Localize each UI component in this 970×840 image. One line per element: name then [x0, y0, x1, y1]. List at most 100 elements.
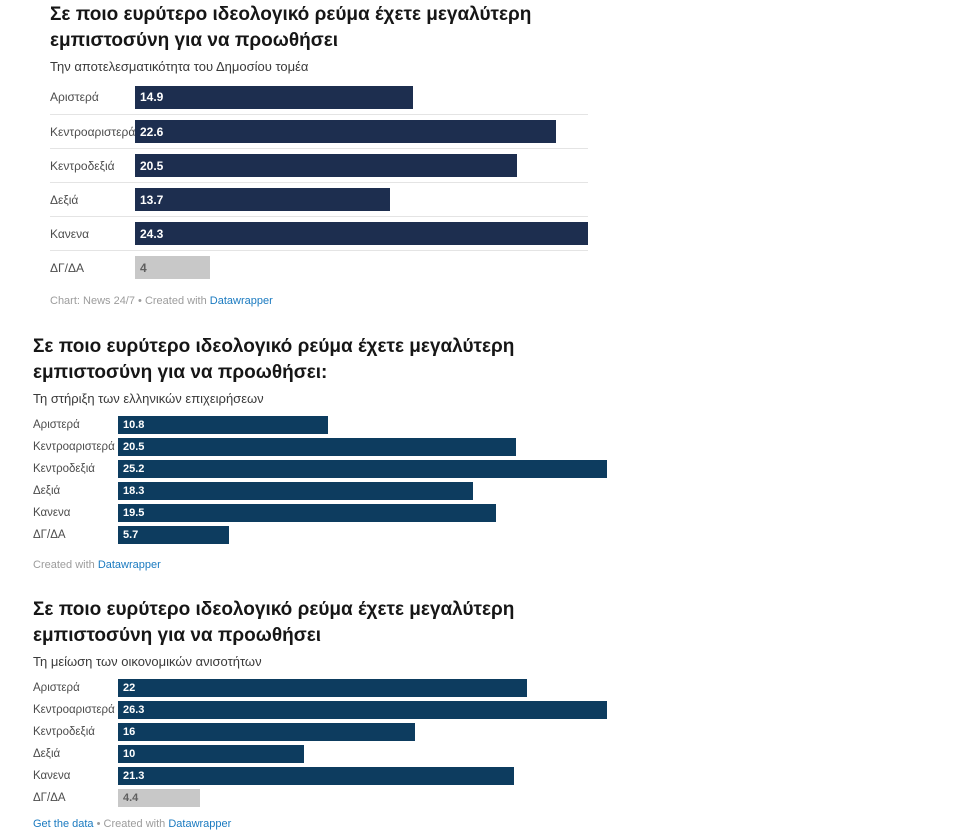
category-label: Κανενα [50, 226, 90, 241]
bar: 14.9 [135, 85, 413, 109]
bar-value-label: 26.3 [123, 704, 145, 716]
bar-value-label: 10.8 [123, 419, 145, 431]
category-label: Δεξιά [33, 485, 61, 497]
footer-link[interactable]: Datawrapper [168, 818, 232, 830]
bar-track: 25.2 [118, 460, 607, 478]
bar-value-label: 16 [123, 726, 136, 738]
chart-subtitle: Την αποτελεσματικότητα του Δημοσίου τομέ… [50, 59, 309, 74]
chart-title: Σε ποιο ευρύτερο ιδεολογικό ρεύμα έχετε … [33, 336, 515, 383]
bar: 16 [118, 723, 416, 741]
chart-footer: Created with Datawrapper [33, 559, 633, 571]
footer-link[interactable]: Datawrapper [97, 559, 161, 571]
category-label: ΔΓ/ΔΑ [33, 529, 66, 541]
bar-track: 22.6 [135, 120, 588, 143]
footer-link[interactable]: Datawrapper [209, 295, 273, 307]
chart-title: Σε ποιο ευρύτερο ιδεολογικό ρεύμα έχετε … [50, 4, 532, 51]
bar-value-label: 14.9 [140, 90, 164, 104]
bar-track: 26.3 [118, 701, 607, 719]
bar: 22.6 [135, 120, 557, 143]
bar-row: ΔΓ/ΔΑ 4 [50, 250, 588, 284]
category-label: Δεξιά [50, 192, 79, 207]
category-label: Αριστερά [33, 419, 80, 431]
bar-row: Δεξιά 10 [33, 743, 607, 765]
bar-track: 14.9 [135, 85, 588, 109]
category-label: Κανενα [33, 507, 71, 519]
bar-track: 10 [118, 745, 607, 763]
bar-track: 13.7 [135, 188, 588, 211]
category-label: Κεντροαριστερά [33, 441, 115, 453]
bar-value-label: 18.3 [123, 485, 145, 497]
bar-value-label: 25.2 [123, 463, 145, 475]
bar-value-label: 22.6 [140, 124, 164, 139]
bar-value-label: 5.7 [123, 529, 139, 541]
bar: 24.3 [135, 222, 588, 245]
bar-row: Κανενα 19.5 [33, 502, 607, 524]
category-label: ΔΓ/ΔΑ [33, 792, 66, 804]
bar: 10 [118, 745, 304, 763]
category-label: Κανενα [33, 770, 71, 782]
bar-row: Κεντροαριστερά 22.6 [50, 114, 588, 148]
bar-track: 20.5 [118, 438, 607, 456]
footer-text: • Created with [93, 818, 169, 830]
chart-footer: Chart: News 24/7 • Created with Datawrap… [50, 295, 610, 307]
bar-row: Κανενα 21.3 [33, 765, 607, 787]
category-label: Κεντροδεξιά [33, 463, 95, 475]
bar-track: 21.3 [118, 767, 607, 785]
bar: 20.5 [135, 154, 518, 177]
bar-track: 4 [135, 256, 588, 279]
bar-value-label: 20.5 [140, 158, 164, 173]
category-label: Δεξιά [33, 748, 61, 760]
bar-track: 19.5 [118, 504, 607, 522]
bar-value-label: 21.3 [123, 770, 145, 782]
bar-track: 20.5 [135, 154, 588, 177]
bar: 13.7 [135, 188, 391, 211]
bar-rows: Αριστερά 22 Κεντροαριστερά 26.3 Κεντροδεξιά 1… [33, 677, 607, 809]
bar-value-label: 19.5 [123, 507, 145, 519]
bar-row: ΔΓ/ΔΑ 5.7 [33, 524, 607, 546]
category-label: Κεντροδεξιά [50, 158, 115, 173]
bar-track: 4.4 [118, 789, 607, 807]
bar-value-label: 4 [140, 260, 147, 275]
bar: 4 [135, 256, 210, 279]
bar-row: Αριστερά 14.9 [50, 80, 588, 114]
category-label: Αριστερά [50, 90, 99, 104]
footer-text: Chart: News 24/7 • Created with [50, 295, 210, 307]
bar-track: 24.3 [135, 222, 588, 245]
bar: 26.3 [118, 701, 607, 719]
footer-text: Created with [33, 559, 98, 571]
bar-row: ΔΓ/ΔΑ 4.4 [33, 787, 607, 809]
bar-row: Δεξιά 13.7 [50, 182, 588, 216]
chart-section-greek-businesses: Σε ποιο ευρύτερο ιδεολογικό ρεύμα έχετε … [33, 330, 633, 571]
bar-row: Αριστερά 22 [33, 677, 607, 699]
bar-row: Κεντροδεξιά 16 [33, 721, 607, 743]
bar-row: Κανενα 24.3 [50, 216, 588, 250]
chart-title: Σε ποιο ευρύτερο ιδεολογικό ρεύμα έχετε … [33, 599, 515, 646]
bar: 21.3 [118, 767, 515, 785]
bar-track: 18.3 [118, 482, 607, 500]
bar-track: 5.7 [118, 526, 607, 544]
category-label: Κεντροδεξιά [33, 726, 95, 738]
bar-row: Κεντροδεξιά 20.5 [50, 148, 588, 182]
bar: 25.2 [118, 460, 607, 478]
bar: 4.4 [118, 789, 200, 807]
bar-rows: Αριστερά 10.8 Κεντροαριστερά 20.5 Κεντροδεξι… [33, 414, 607, 546]
chart-footer: Get the data • Created with Datawrapper [33, 818, 633, 830]
category-label: ΔΓ/ΔΑ [50, 260, 84, 275]
bar-value-label: 22 [123, 682, 136, 694]
bar-track: 10.8 [118, 416, 607, 434]
bar: 18.3 [118, 482, 474, 500]
bar-track: 22 [118, 679, 607, 697]
bar: 22 [118, 679, 528, 697]
bar-row: Κεντροαριστερά 26.3 [33, 699, 607, 721]
bar: 19.5 [118, 504, 497, 522]
bar-row: Αριστερά 10.8 [33, 414, 607, 436]
bar-value-label: 20.5 [123, 441, 145, 453]
bar-row: Κεντροδεξιά 25.2 [33, 458, 607, 480]
chart-subtitle: Τη στήριξη των ελληνικών επιχειρήσεων [33, 391, 264, 406]
footer-link[interactable]: Get the data [33, 818, 94, 830]
bar-value-label: 10 [123, 748, 136, 760]
category-label: Κεντροαριστερά [50, 124, 135, 139]
bar: 5.7 [118, 526, 229, 544]
bar-rows: Αριστερά 14.9 Κεντροαριστερά 22.6 Κεντροδεξι… [50, 80, 588, 284]
